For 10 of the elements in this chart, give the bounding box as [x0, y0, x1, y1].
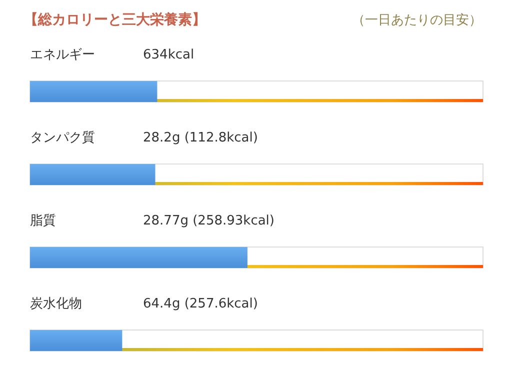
annotation: 28.2g (112.8kcal) [143, 130, 258, 146]
annotation: 64.4g (257.6kcal) [143, 296, 258, 312]
chart-title: 【総カロリーと三大栄養素】 [24, 11, 206, 28]
text: （一日あたりの目安） [352, 12, 482, 28]
y-tick-label: タンパク質 [30, 130, 95, 146]
y-tick-label: エネルギー [30, 48, 95, 63]
annotation: 28.77g (258.93kcal) [143, 214, 274, 229]
y-tick-label: 炭水化物 [30, 296, 82, 312]
y-tick-label: 脂質 [30, 214, 56, 229]
annotation: 634kcal [143, 48, 194, 63]
